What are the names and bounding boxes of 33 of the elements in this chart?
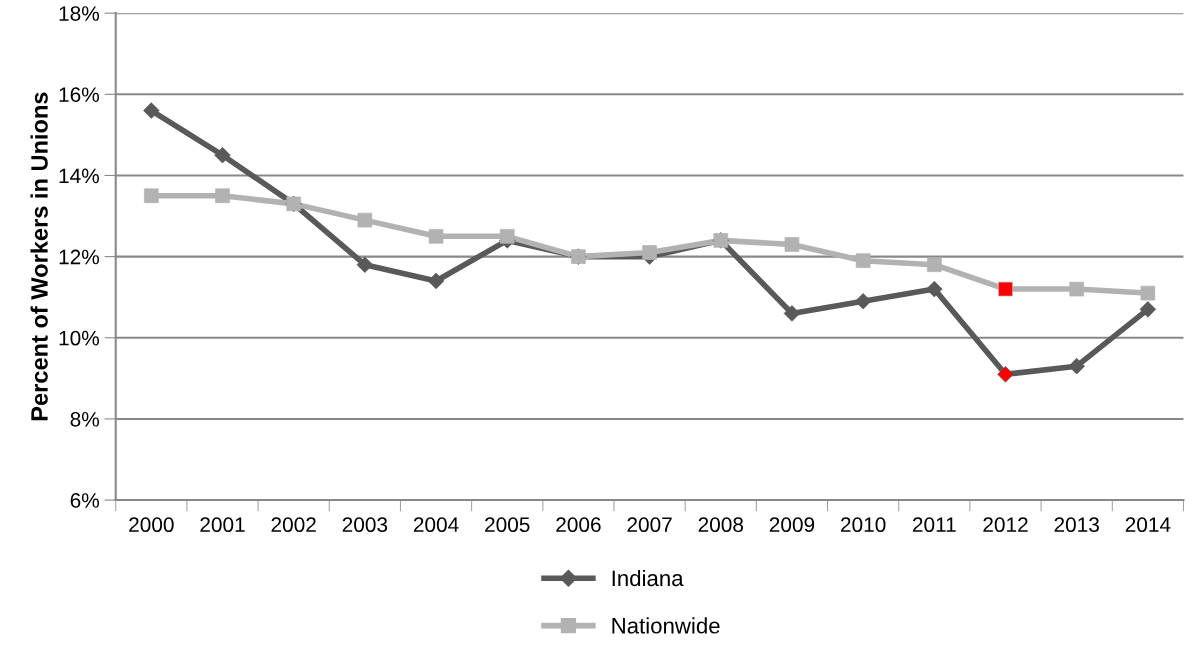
x-tick-label: 2008 — [698, 517, 744, 533]
legend-label: Nationwide — [612, 617, 720, 634]
point — [926, 280, 943, 298]
point — [783, 305, 801, 322]
x-tick-label: 2002 — [271, 517, 316, 533]
point — [428, 229, 444, 244]
x-tick-label: 2011 — [912, 517, 956, 533]
y-axis-title: Percent of Workers in Unions — [30, 92, 48, 421]
x-tick-label: 2001 — [200, 517, 245, 533]
x-tick-label: 2012 — [983, 517, 1028, 533]
y-tick-label: 8% — [70, 411, 100, 427]
y-tick-label: 6% — [70, 493, 100, 508]
x-tick-label: 2006 — [556, 517, 601, 533]
x-tick-label: 2013 — [1054, 517, 1099, 533]
y-tick-label: 16% — [59, 87, 100, 103]
legend-label: Indiana — [612, 569, 684, 587]
point — [1139, 301, 1157, 318]
x-tick-label: 2000 — [129, 517, 174, 533]
point — [214, 146, 231, 164]
y-tick-label: 18% — [59, 6, 100, 21]
x-tick-label: 2004 — [413, 517, 459, 533]
x-tick-label: 2005 — [485, 517, 530, 533]
x-tick-label: 2003 — [342, 517, 388, 533]
point — [927, 257, 942, 273]
y-tick-label: 14% — [59, 168, 100, 184]
y-tick-label: 12% — [59, 249, 100, 265]
point — [143, 102, 160, 119]
x-tick-label: 2007 — [627, 517, 672, 533]
point — [1069, 281, 1084, 297]
x-tick-label: 2009 — [769, 517, 815, 533]
x-tick-label: 2010 — [841, 517, 886, 533]
y-tick-label: 10% — [59, 330, 100, 346]
x-tick-label: 2014 — [1125, 517, 1171, 533]
